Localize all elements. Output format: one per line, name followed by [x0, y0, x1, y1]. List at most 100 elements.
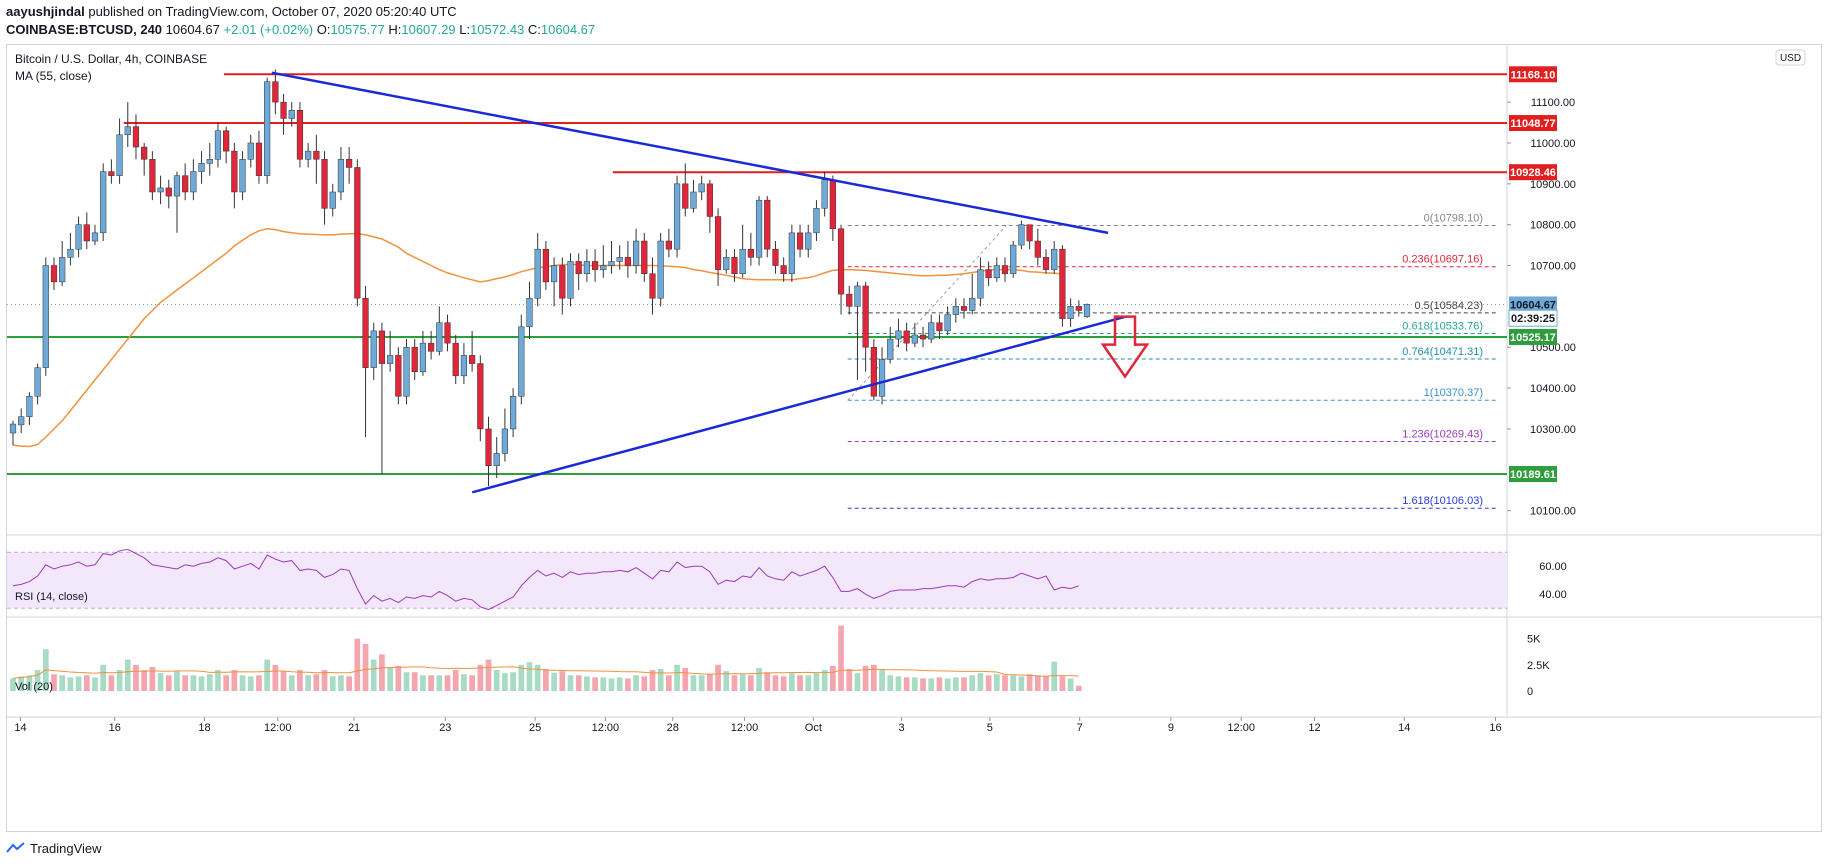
volume-bar — [272, 664, 279, 691]
candle-body — [428, 342, 435, 352]
footer-brand[interactable]: TradingView — [30, 841, 102, 856]
volume-bar — [838, 625, 844, 691]
tradingview-logo-icon[interactable] — [6, 842, 26, 857]
candle-body — [485, 428, 492, 466]
candle-body — [337, 159, 345, 193]
volume-bar — [616, 677, 623, 691]
volume-bar — [387, 667, 393, 691]
x-tick-label: 14 — [1398, 722, 1410, 734]
fib-level-label: 0(10798.10) — [1424, 212, 1483, 224]
x-tick-label: 12:00 — [1227, 722, 1255, 734]
volume-bar — [829, 665, 836, 691]
candle-body — [510, 396, 517, 430]
author-name[interactable]: aayushjindal — [6, 4, 85, 19]
volume-bar — [985, 675, 992, 691]
candle-body — [960, 306, 968, 311]
candle-body — [395, 355, 402, 397]
volume-bar — [551, 672, 557, 691]
candle-body — [469, 355, 476, 364]
candle-body — [411, 346, 418, 373]
volume-bar — [157, 673, 164, 691]
candle-body — [239, 159, 246, 193]
candle-body — [378, 330, 386, 364]
candle-body — [231, 150, 238, 193]
candle-body — [1010, 244, 1017, 274]
volume-bar — [723, 671, 730, 691]
volume-bar — [428, 675, 434, 691]
y-tick-label: 10900.00 — [1530, 179, 1576, 191]
lower-trendline — [471, 315, 1127, 494]
volume-bar — [928, 678, 935, 691]
volume-legend: Vol (20) — [15, 681, 53, 693]
symbol-label: COINBASE:BTCUSD, 240 — [6, 22, 163, 37]
volume-bar — [379, 654, 385, 691]
volume-bar — [993, 674, 1000, 691]
volume-bar — [215, 670, 221, 691]
volume-bar — [1043, 676, 1049, 691]
candle-body — [698, 183, 705, 193]
volume-bar — [821, 670, 828, 691]
y-tick-label: 11100.00 — [1531, 97, 1575, 109]
chart-frame[interactable]: 0(10798.10) 0.236(10697.16) 0.5(10584.23) 0… — [6, 44, 1822, 832]
candle-body — [1075, 306, 1082, 311]
candle-body — [551, 265, 558, 283]
axis-layer: 11100.00 11000.00 10900.00 10800.00 10700.00… — [14, 97, 1576, 734]
volume-bar — [297, 670, 303, 691]
volume-bar — [436, 675, 443, 691]
candle-body — [346, 159, 353, 168]
high-value: 10607.29 — [401, 22, 456, 37]
candle-body — [969, 297, 976, 311]
volume-bar — [370, 659, 377, 691]
candle-body — [83, 224, 90, 242]
volume-bar — [461, 674, 467, 691]
volume-bar — [124, 659, 131, 691]
x-tick-label: 25 — [529, 722, 541, 734]
candle-body — [559, 265, 566, 299]
volume-bar — [895, 676, 902, 691]
volume-bar — [649, 670, 656, 691]
price-labels-layer: 11168.10 11048.77 10928.46 10604.67 02:39:25… — [1508, 66, 1558, 483]
candle-body — [296, 110, 304, 160]
low-label: L: — [459, 22, 471, 37]
volume-bar — [969, 675, 976, 691]
rsi-line — [12, 548, 1079, 611]
candle-body — [993, 265, 1000, 279]
candle-body — [641, 240, 648, 274]
volume-bar — [231, 670, 238, 691]
candle-body — [772, 248, 779, 266]
volume-bar — [805, 675, 812, 691]
price-change: +2.01 (+0.02%) — [223, 22, 314, 37]
candle-body — [928, 322, 935, 340]
candle-body — [526, 297, 533, 328]
volume-bar — [1051, 661, 1058, 691]
x-tick-label: 23 — [439, 722, 451, 734]
volume-bar — [34, 670, 41, 691]
rsi-layer — [12, 548, 1079, 611]
fibonacci-layer: 0(10798.10) 0.236(10697.16) 0.5(10584.23) 0… — [847, 212, 1497, 509]
volume-bar — [592, 677, 598, 691]
support-price-text: 10189.61 — [1510, 469, 1556, 481]
candle-body — [354, 167, 361, 299]
candle-body — [9, 423, 17, 434]
volume-bar — [666, 675, 672, 691]
volume-bar — [510, 672, 516, 691]
chart-canvas[interactable]: 0(10798.10) 0.236(10697.16) 0.5(10584.23) 0… — [7, 45, 1821, 831]
arrow-layer — [1100, 315, 1150, 379]
volume-bar — [346, 676, 352, 691]
fib-level-label: 1.236(10269.43) — [1402, 428, 1483, 440]
publish-info: published on TradingView.com, October 07… — [88, 4, 457, 19]
currency-label: USD — [1780, 53, 1801, 64]
candle-body — [141, 146, 148, 160]
candle-body — [665, 240, 672, 250]
volume-bar — [772, 675, 779, 691]
candle-body — [616, 257, 623, 262]
candle-body — [182, 175, 189, 193]
volume-bar — [133, 664, 139, 691]
volume-bar — [116, 670, 123, 691]
legend-layer: Bitcoin / U.S. Dollar, 4h, COINBASE MA (… — [15, 49, 1806, 693]
y-tick-label: 10700.00 — [1530, 261, 1576, 273]
currency-badge[interactable] — [1775, 49, 1806, 66]
volume-bar — [584, 676, 590, 691]
volume-bar — [190, 675, 197, 691]
volume-tick-label: 2.5K — [1527, 660, 1550, 672]
